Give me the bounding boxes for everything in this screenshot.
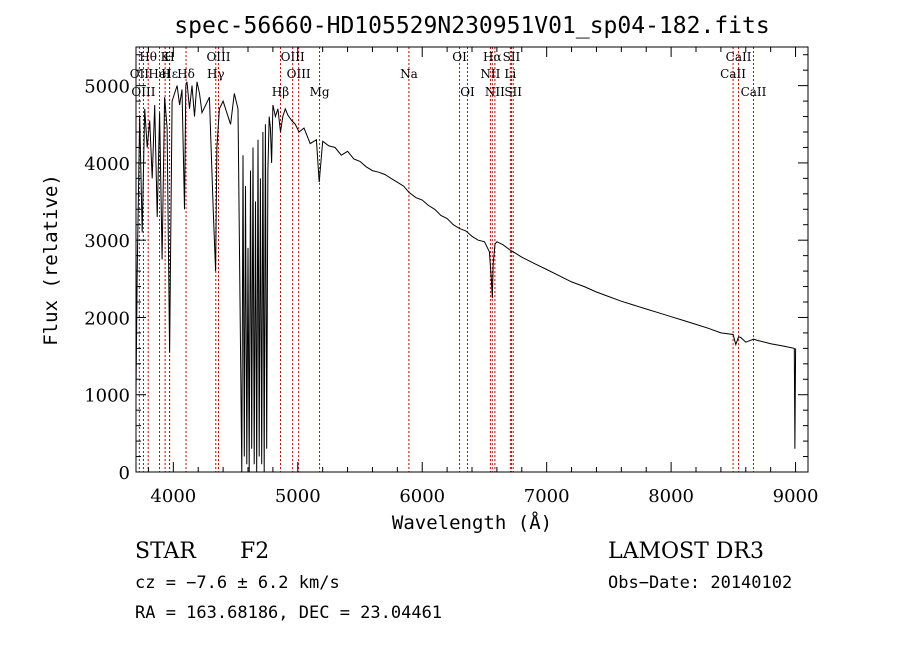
x-axis-label: Wavelength (Å)	[392, 511, 552, 534]
feature-label-19: NII	[485, 85, 505, 99]
chart-title: spec-56660-HD105529N230951V01_sp04-182.f…	[174, 13, 769, 39]
feature-label-12: OIII	[287, 67, 311, 81]
feature-label-21: Li	[504, 67, 516, 81]
feature-label-10: Hβ	[272, 85, 289, 99]
object-type: STAR	[135, 539, 196, 564]
observation-date: Obs−Date: 20140102	[608, 573, 793, 593]
x-tick-label-2: 6000	[399, 486, 445, 507]
feature-label-15: OI	[452, 50, 467, 64]
axes: 4000 5000 6000 7000 8000 9000 0 1000 2000 3000 400…	[84, 47, 818, 507]
feature-label-22: SII	[504, 85, 522, 99]
y-tick-label-5: 5000	[84, 77, 130, 98]
feature-label-11: OIII	[281, 50, 305, 64]
y-axis-label: Flux (relative)	[40, 174, 62, 346]
feature-label-23: CaII	[720, 67, 746, 81]
feature-label-13: Mg	[310, 85, 330, 99]
survey-label: LAMOST DR3	[608, 539, 764, 564]
feature-label-1: OII	[130, 67, 150, 81]
feature-label-24: CaII	[726, 50, 752, 64]
x-tick-label-3: 7000	[524, 486, 570, 507]
spectral-line-labels: Hθ OII OIII HeI KH Hε Hδ OIII Hγ Hβ OIII OIII Mg Na OI…	[130, 50, 767, 99]
y-tick-label-4: 4000	[84, 154, 130, 175]
x-tick-label-5: 9000	[773, 486, 819, 507]
x-tick-label-1: 5000	[275, 486, 321, 507]
feature-label-25: CaII	[741, 85, 767, 99]
x-tick-label-0: 4000	[150, 486, 196, 507]
y-tick-label-2: 2000	[84, 308, 130, 329]
feature-label-16: OI	[460, 85, 475, 99]
y-tick-label-3: 3000	[84, 231, 130, 252]
feature-label-18: NII	[480, 67, 500, 81]
feature-label-0: Hθ	[139, 50, 157, 64]
spectrum-line	[135, 81, 797, 473]
x-tick-label-4: 8000	[648, 486, 694, 507]
feature-label-3: HeI	[148, 67, 171, 81]
spectral-line-markers	[138, 47, 754, 472]
plot-frame	[135, 46, 809, 473]
feature-label-9: Hγ	[207, 67, 225, 81]
feature-label-7: Hδ	[177, 67, 195, 81]
feature-label-4: K	[161, 50, 171, 64]
feature-label-5: H	[164, 50, 174, 64]
y-tick-label-1: 1000	[84, 386, 130, 407]
feature-label-2: OIII	[131, 85, 155, 99]
y-tick-label-0: 0	[119, 463, 130, 484]
feature-label-17: Hα	[483, 50, 502, 64]
subclass: F2	[240, 539, 270, 564]
feature-label-6: Hε	[161, 67, 178, 81]
feature-label-20: SII	[503, 50, 521, 64]
feature-label-14: Na	[400, 67, 418, 81]
redshift-velocity: cz = −7.6 ± 6.2 km/s	[135, 573, 340, 593]
feature-label-8: OIII	[206, 50, 230, 64]
coordinates: RA = 163.68186, DEC = 23.04461	[135, 603, 443, 623]
